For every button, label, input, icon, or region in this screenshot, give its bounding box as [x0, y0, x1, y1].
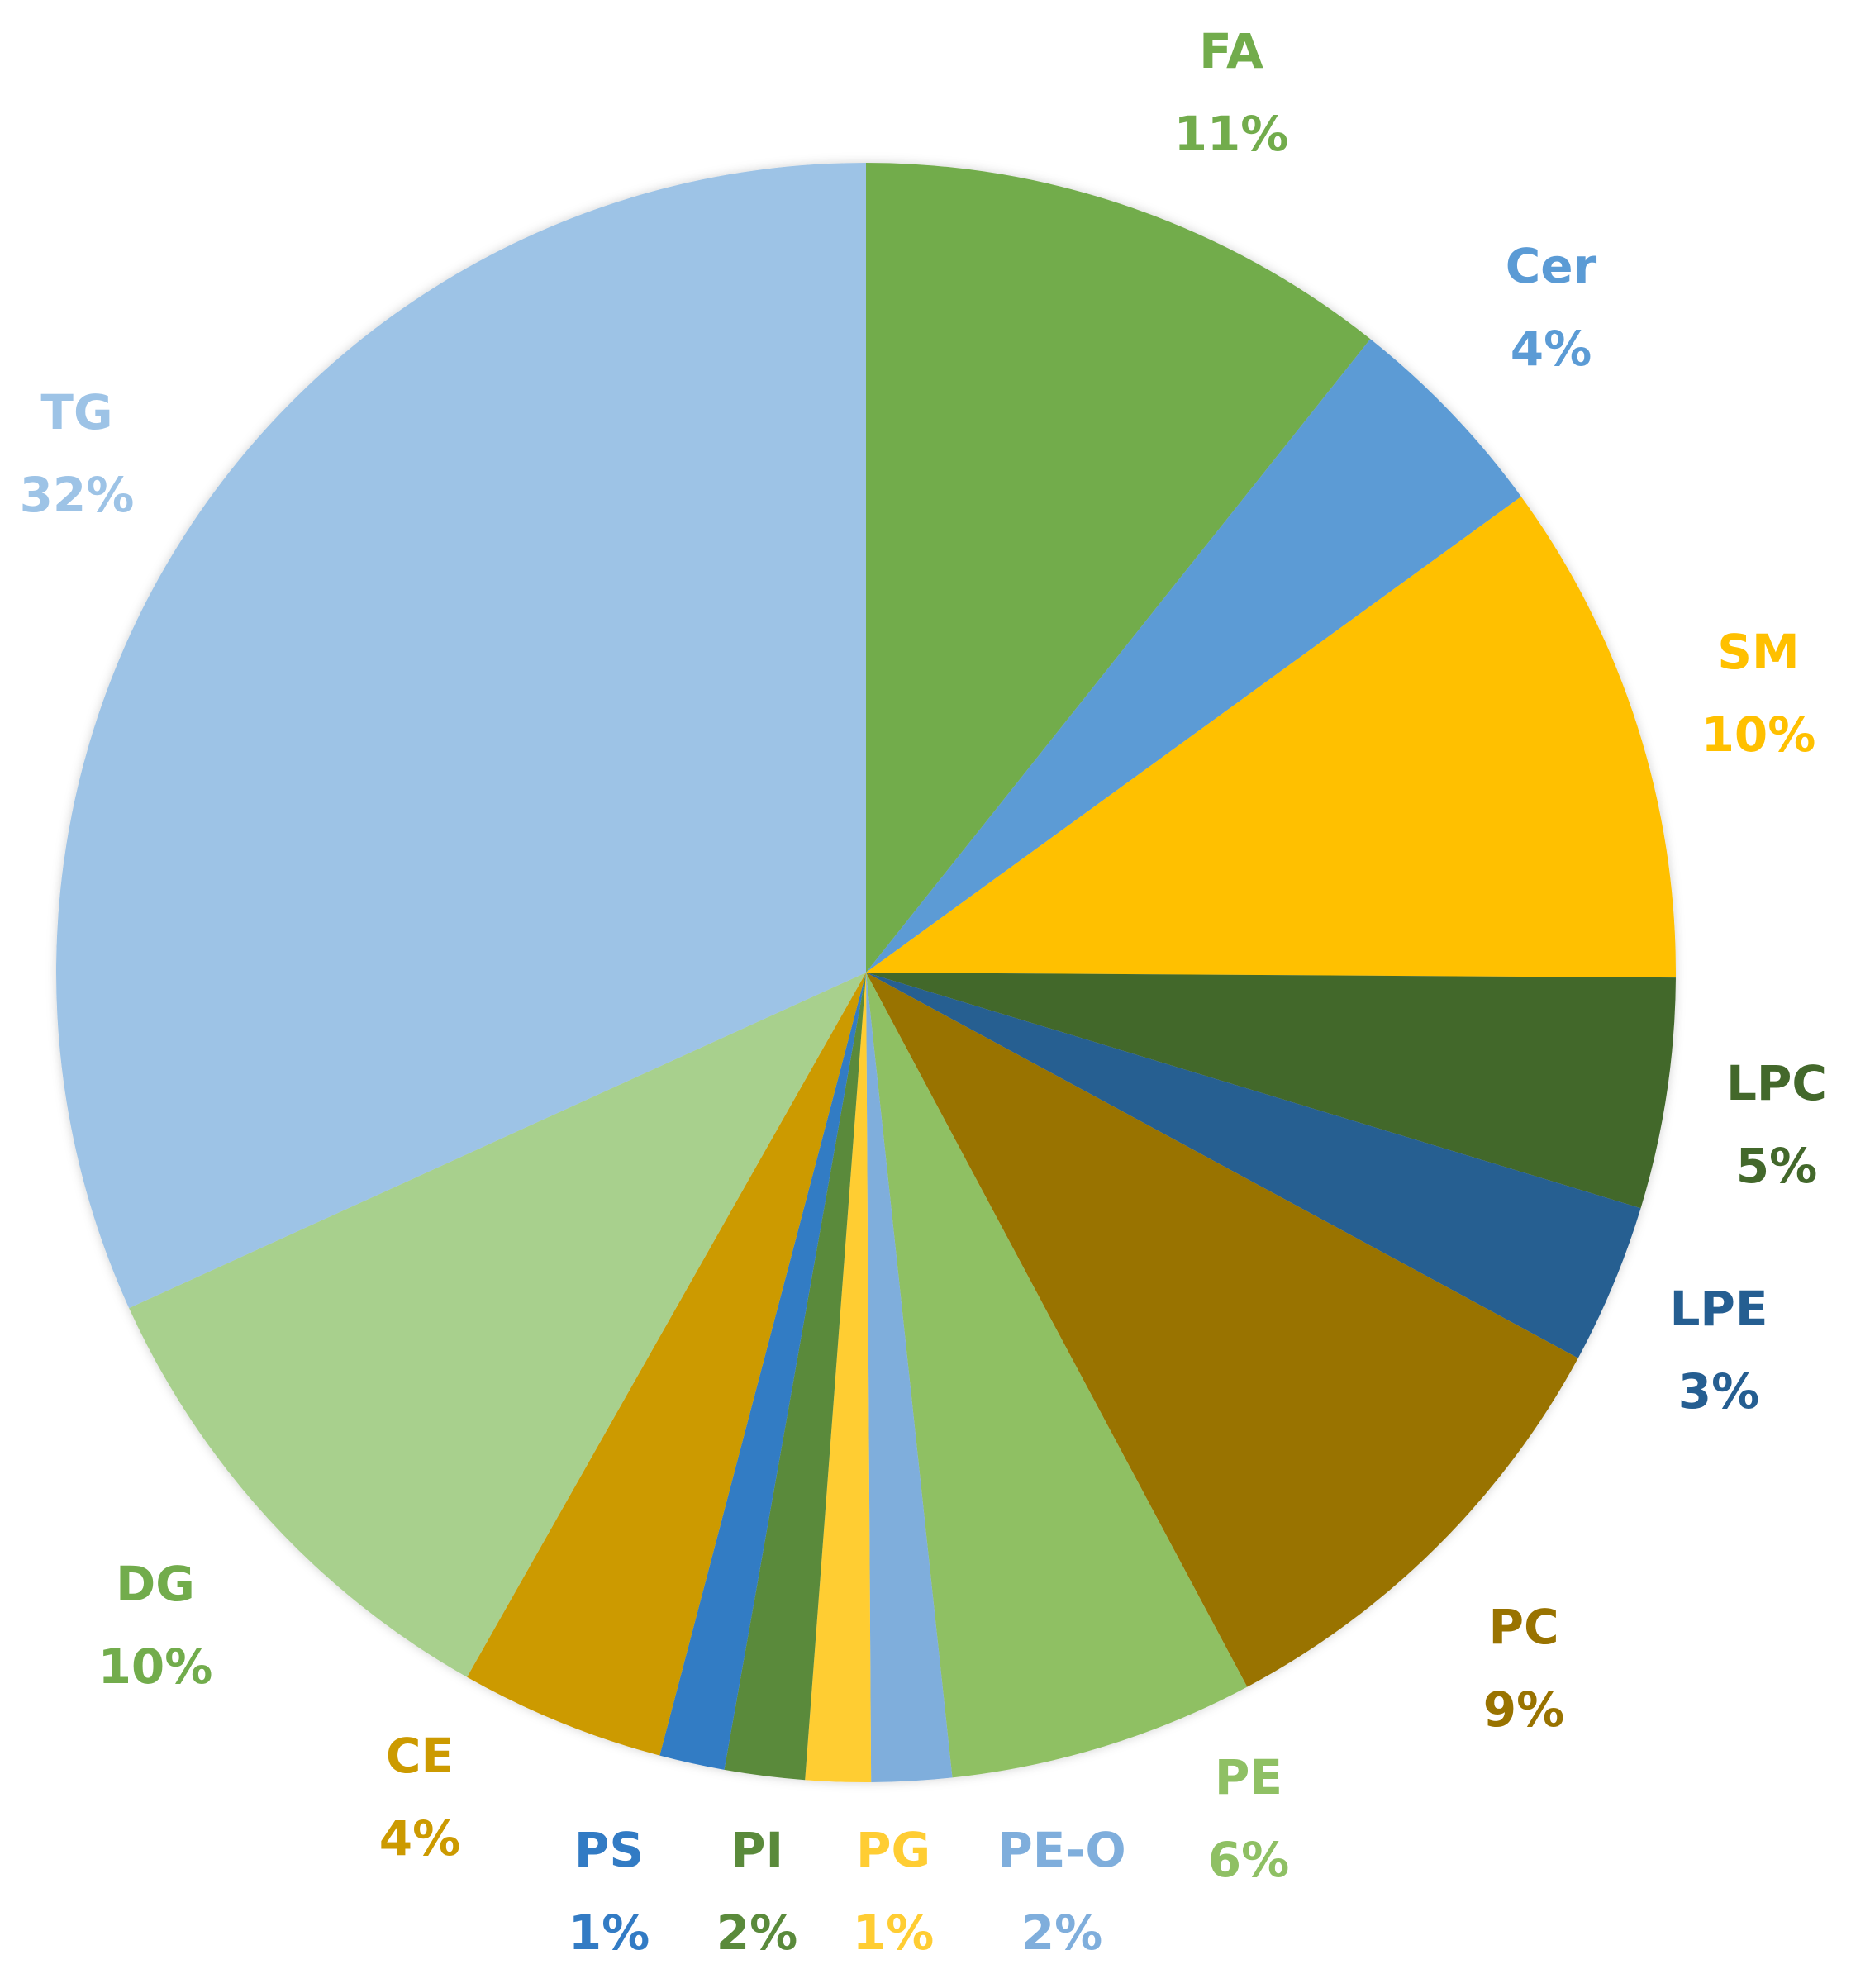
slice-label-dg: DG — [116, 1556, 195, 1612]
slice-label-pi: PI — [730, 1822, 783, 1878]
pie-slice-dg — [129, 973, 867, 1677]
slice-percent-ce: 4% — [379, 1810, 460, 1867]
pie-slice-sm — [866, 496, 1676, 978]
pie-slice-pg — [805, 973, 872, 1782]
slice-percent-tg: 32% — [20, 467, 135, 523]
slice-percent-pg: 1% — [853, 1905, 934, 1961]
slice-label-ps: PS — [574, 1822, 644, 1878]
pie-slice-pe-o — [866, 973, 953, 1782]
pie-slice-ce — [467, 973, 866, 1756]
slice-percent-pc: 9% — [1483, 1681, 1564, 1738]
pie-slice-pi — [724, 973, 866, 1781]
pie-slice-ps — [659, 973, 866, 1770]
pie-slice-tg — [56, 163, 867, 1309]
slice-percent-pi: 2% — [716, 1905, 797, 1961]
pie-slice-pe — [866, 973, 1248, 1778]
slice-percent-dg: 10% — [98, 1638, 213, 1695]
slice-label-pg: PG — [856, 1822, 930, 1878]
pie-slice-lpe — [866, 973, 1641, 1358]
slice-label-ce: CE — [386, 1728, 454, 1784]
slice-label-lpe: LPE — [1669, 1281, 1768, 1337]
slice-label-lpc: LPC — [1726, 1055, 1827, 1111]
slice-label-sm: SM — [1717, 624, 1800, 680]
slice-percent-ps: 1% — [569, 1905, 650, 1961]
slice-label-pe-o: PE-O — [997, 1822, 1126, 1878]
pie-slices — [56, 163, 1676, 1782]
pie-slice-cer — [866, 339, 1521, 973]
slice-label-pe: PE — [1215, 1749, 1282, 1805]
slice-percent-pe-o: 2% — [1021, 1905, 1102, 1961]
slice-percent-lpe: 3% — [1678, 1363, 1759, 1420]
slice-percent-pe: 6% — [1208, 1832, 1289, 1888]
slice-percent-fa: 11% — [1174, 106, 1289, 162]
pie-slice-fa — [866, 163, 1371, 973]
slice-label-tg: TG — [40, 384, 112, 440]
slice-label-fa: FA — [1199, 23, 1263, 79]
pie-labels: FA 11% Cer 4% SM 10% LPC 5% LPE 3% PC 9% PE 6% PE-O 2% P… — [20, 23, 1827, 1961]
slice-percent-lpc: 5% — [1736, 1138, 1817, 1194]
slice-percent-sm: 10% — [1701, 706, 1816, 763]
slice-percent-cer: 4% — [1511, 321, 1592, 377]
pie-slice-lpc — [866, 973, 1676, 1209]
slice-label-cer: Cer — [1506, 238, 1597, 294]
slice-label-pc: PC — [1488, 1599, 1558, 1655]
pie-slice-pc — [866, 973, 1578, 1687]
